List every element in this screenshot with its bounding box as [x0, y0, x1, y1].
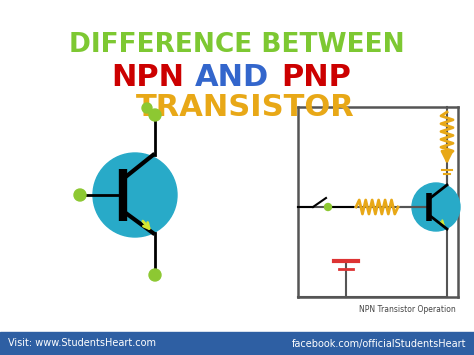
Text: TRANSISTOR: TRANSISTOR	[136, 93, 355, 122]
Circle shape	[149, 269, 161, 281]
Bar	[0, 332, 474, 355]
Text: NPN Transistor Operation: NPN Transistor Operation	[359, 305, 456, 314]
Circle shape	[142, 103, 152, 113]
Circle shape	[93, 153, 177, 237]
Circle shape	[412, 183, 460, 231]
Text: Visit: www.StudentsHeart.com: Visit: www.StudentsHeart.com	[8, 339, 156, 349]
Circle shape	[149, 109, 161, 121]
Circle shape	[325, 203, 331, 211]
Circle shape	[74, 189, 86, 201]
Text: NPN: NPN	[111, 62, 184, 92]
Text: facebook.com/officialStudentsHeart: facebook.com/officialStudentsHeart	[292, 339, 466, 349]
Text: PNP: PNP	[281, 62, 351, 92]
Text: DIFFERENCE BETWEEN: DIFFERENCE BETWEEN	[69, 32, 405, 58]
Text: AND: AND	[195, 62, 269, 92]
